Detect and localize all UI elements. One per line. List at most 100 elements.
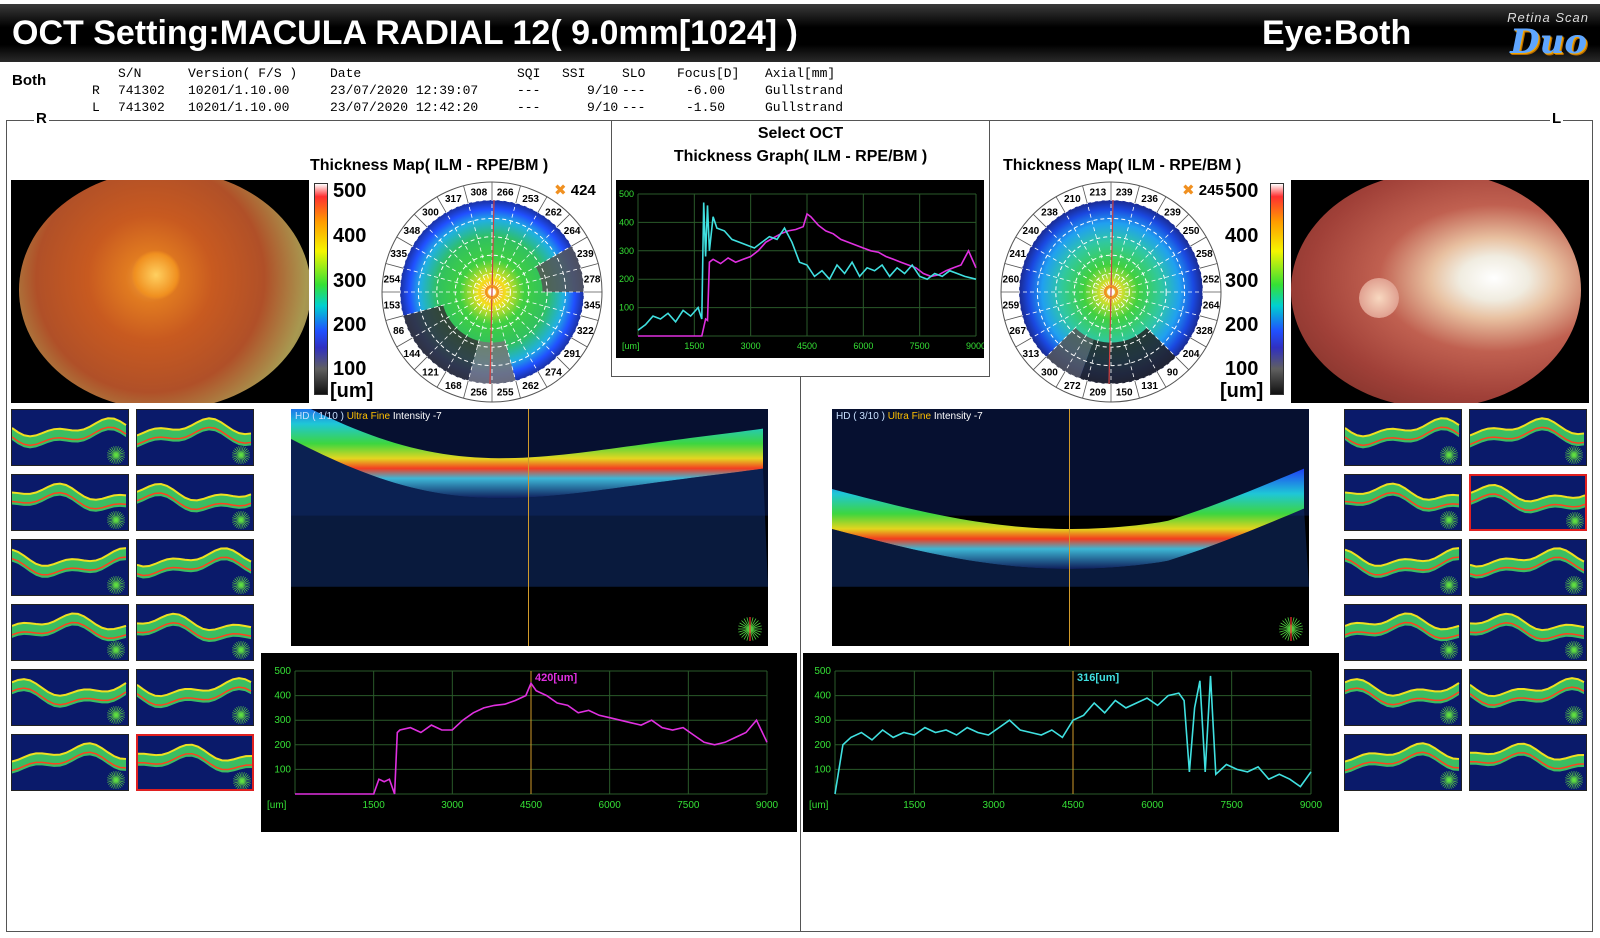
thumbnail-rpe-line: [138, 752, 252, 771]
right-bscan-image[interactable]: HD ( 1/10 ) Ultra Fine Intensity -7: [291, 409, 768, 646]
polar-sector-divider: [1032, 356, 1047, 371]
polar-sector-value: 131: [1141, 381, 1158, 392]
graph-ytick-label: 500: [619, 189, 634, 199]
graph-xtick-label: 3000: [441, 800, 464, 811]
polar-sector-value: 239: [1116, 187, 1133, 198]
select-oct-thickness-graph[interactable]: 100 200 300 400 500 1500 3000 4500 6000 7500 9000 […: [616, 180, 984, 358]
col-sn: S/N: [118, 66, 142, 81]
thumbnail-retina-band: [1345, 613, 1459, 642]
left-bscan-position-line[interactable]: [1069, 409, 1070, 646]
right-polar-thickness-map[interactable]: 2662532622642392783453222912742622552561…: [381, 181, 603, 403]
thumbnail-retina-band: [1345, 679, 1459, 708]
polar-sector-divider: [515, 380, 521, 399]
bscan-thumbnail[interactable]: [11, 734, 129, 791]
bscan-thumbnail[interactable]: [11, 604, 129, 661]
bscan-thumbnail[interactable]: [1469, 474, 1587, 531]
row-r-eye: R: [92, 83, 100, 98]
thumbnail-ilm-line: [137, 677, 252, 698]
right-bscan-position-line[interactable]: [528, 409, 529, 646]
polar-sector-value: 210: [1064, 194, 1081, 205]
bscan-thumbnail[interactable]: [136, 539, 254, 596]
bscan-thumbnail[interactable]: [11, 474, 129, 531]
thumbnail-rpe-line: [1345, 751, 1460, 772]
polar-grid-spoke: [1110, 291, 1177, 358]
right-eye-marker: R: [34, 110, 49, 127]
thumbnail-scan-icon: [1440, 777, 1458, 783]
bscan-thumbnail[interactable]: [136, 604, 254, 661]
thumbnail-retina-band: [1345, 548, 1459, 578]
graph-ytick-label: 400: [814, 691, 831, 702]
right-eye-thickness-graph[interactable]: 100 200 300 400 500 1500 3000 4500 6000 7500 9000 […: [261, 653, 797, 832]
bscan-thumbnail[interactable]: [1469, 604, 1587, 661]
left-scale-200: 200: [1225, 314, 1259, 336]
left-polar-thickness-map[interactable]: 2392362392502582522643282049013115020927…: [1000, 181, 1222, 403]
polar-sector-value: 313: [1023, 349, 1040, 360]
thumbnail-retina-band: [12, 613, 126, 642]
bscan-thumbnail[interactable]: [136, 409, 254, 466]
row-l-sn: 741302: [118, 100, 165, 115]
graph-ytick-label: 300: [274, 715, 291, 726]
bscan-thumbnail[interactable]: [1344, 669, 1462, 726]
bscan-thumbnail[interactable]: [1344, 734, 1462, 791]
right-scale-100: 100: [333, 358, 367, 380]
polar-sector-value: 153: [384, 301, 401, 312]
polar-sector-divider: [1032, 213, 1047, 228]
polar-sector-value: 278: [584, 274, 601, 285]
bscan-thumbnail-render: [1345, 417, 1460, 464]
right-color-scale: [314, 183, 328, 395]
thumbnail-scan-icon: [1565, 647, 1583, 653]
bscan-thumbnail[interactable]: [1344, 474, 1462, 531]
graph-ytick-label: 200: [814, 740, 831, 751]
bscan-thumbnail[interactable]: [1469, 409, 1587, 466]
thumbnail-retina-band: [12, 743, 126, 774]
thumbnail-retina-band: [1470, 548, 1584, 579]
graph-ytick-label: 200: [274, 740, 291, 751]
thumbnail-scan-icon: [1565, 712, 1583, 718]
thumbnail-scan-icon: [232, 647, 250, 653]
polar-sector-value: 300: [422, 207, 439, 218]
bscan-thumbnail[interactable]: [136, 669, 254, 726]
thumbnail-rpe-line: [12, 426, 127, 447]
bscan-thumbnail[interactable]: [1469, 539, 1587, 596]
bscan-thumbnail[interactable]: [11, 409, 129, 466]
scan-info-table: Both S/N Version( F/S ) Date SQI SSI SLO…: [0, 64, 900, 118]
thumbnail-retina-band: [137, 484, 251, 513]
polar-sector-value: 241: [1009, 249, 1026, 260]
polar-sector-value: 274: [545, 368, 562, 379]
row-l-date: 23/07/2020 12:42:20: [330, 100, 479, 115]
row-r-slo: ---: [622, 83, 646, 98]
select-oct-title: Select OCT: [757, 125, 844, 142]
polar-sector-value: 267: [1009, 326, 1026, 337]
bscan-thumbnail[interactable]: [136, 734, 254, 791]
thumbnail-rpe-line: [1345, 426, 1460, 447]
bscan-thumbnail[interactable]: [11, 669, 129, 726]
bscan-thumbnail[interactable]: [1469, 669, 1587, 726]
polar-sector-divider: [396, 236, 413, 247]
bscan-thumbnail[interactable]: [136, 474, 254, 531]
bscan-thumbnail[interactable]: [11, 539, 129, 596]
polar-sector-value: 348: [404, 226, 421, 237]
polar-grid-spoke: [403, 267, 493, 293]
polar-sector-value: 236: [1141, 194, 1158, 205]
graph-series-line-0: [295, 681, 768, 795]
left-center-value: 245: [1198, 182, 1224, 199]
polar-sector-divider: [1015, 337, 1032, 348]
bscan-thumbnail[interactable]: [1344, 604, 1462, 661]
left-bscan-image[interactable]: HD ( 3/10 ) Ultra Fine Intensity -7: [832, 409, 1309, 646]
polar-sector-value: 253: [522, 194, 539, 205]
col-slo: SLO: [622, 66, 646, 81]
polar-grid-spoke: [1086, 203, 1112, 293]
col-focus: Focus[D]: [677, 66, 740, 81]
bscan-thumbnail[interactable]: [1469, 734, 1587, 791]
right-fundus-image[interactable]: [11, 180, 309, 403]
left-fundus-image[interactable]: [1291, 180, 1589, 403]
bscan-thumbnail[interactable]: [1344, 409, 1462, 466]
polar-grid-spoke: [412, 245, 493, 293]
thumbnail-ilm-line: [137, 417, 252, 437]
graph-ytick-label: 300: [814, 715, 831, 726]
graph-xtick-label: 9000: [756, 800, 779, 811]
polar-sector-divider: [1004, 315, 1023, 321]
polar-sector-value: 328: [1196, 326, 1213, 337]
bscan-thumbnail[interactable]: [1344, 539, 1462, 596]
left-eye-thickness-graph[interactable]: 100 200 300 400 500 1500 3000 4500 6000 7500 9000 […: [803, 653, 1339, 832]
